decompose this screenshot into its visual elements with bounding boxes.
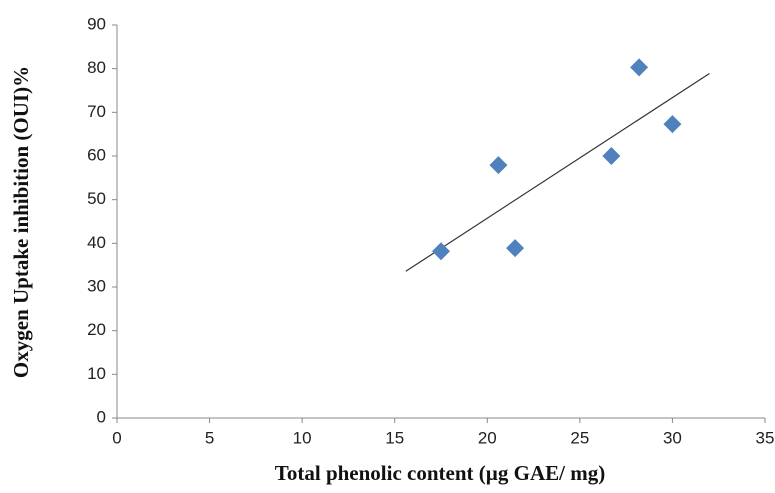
data-point	[663, 115, 682, 134]
y-tick-label: 70	[87, 102, 106, 121]
y-tick-label: 80	[87, 58, 106, 77]
trend-line	[405, 72, 710, 272]
x-tick-label: 25	[570, 428, 589, 447]
data-point	[630, 58, 649, 77]
y-tick-label: 60	[87, 145, 106, 164]
x-tick-label: 15	[385, 428, 404, 447]
y-tick-label: 90	[87, 14, 106, 33]
y-tick-label: 20	[87, 320, 106, 339]
y-tick-label: 50	[87, 189, 106, 208]
x-axis-title: Total phenolic content (µg GAE/ mg)	[275, 461, 605, 485]
x-tick-label: 30	[663, 428, 682, 447]
data-point	[489, 156, 508, 175]
y-tick-label: 10	[87, 364, 106, 383]
data-point	[602, 147, 621, 165]
y-tick-label: 0	[97, 407, 106, 426]
y-tick-label: 30	[87, 276, 106, 295]
x-tick-label: 0	[112, 428, 121, 447]
y-tick-label: 40	[87, 233, 106, 252]
data-point	[506, 239, 525, 258]
data-point	[432, 242, 450, 261]
y-axis-title: Oxygen Uptake inhibition (OUI)%	[9, 66, 33, 378]
x-tick-label: 5	[205, 428, 214, 447]
x-tick-label: 35	[756, 428, 775, 447]
x-tick-label: 20	[478, 428, 497, 447]
x-tick-label: 10	[293, 428, 312, 447]
